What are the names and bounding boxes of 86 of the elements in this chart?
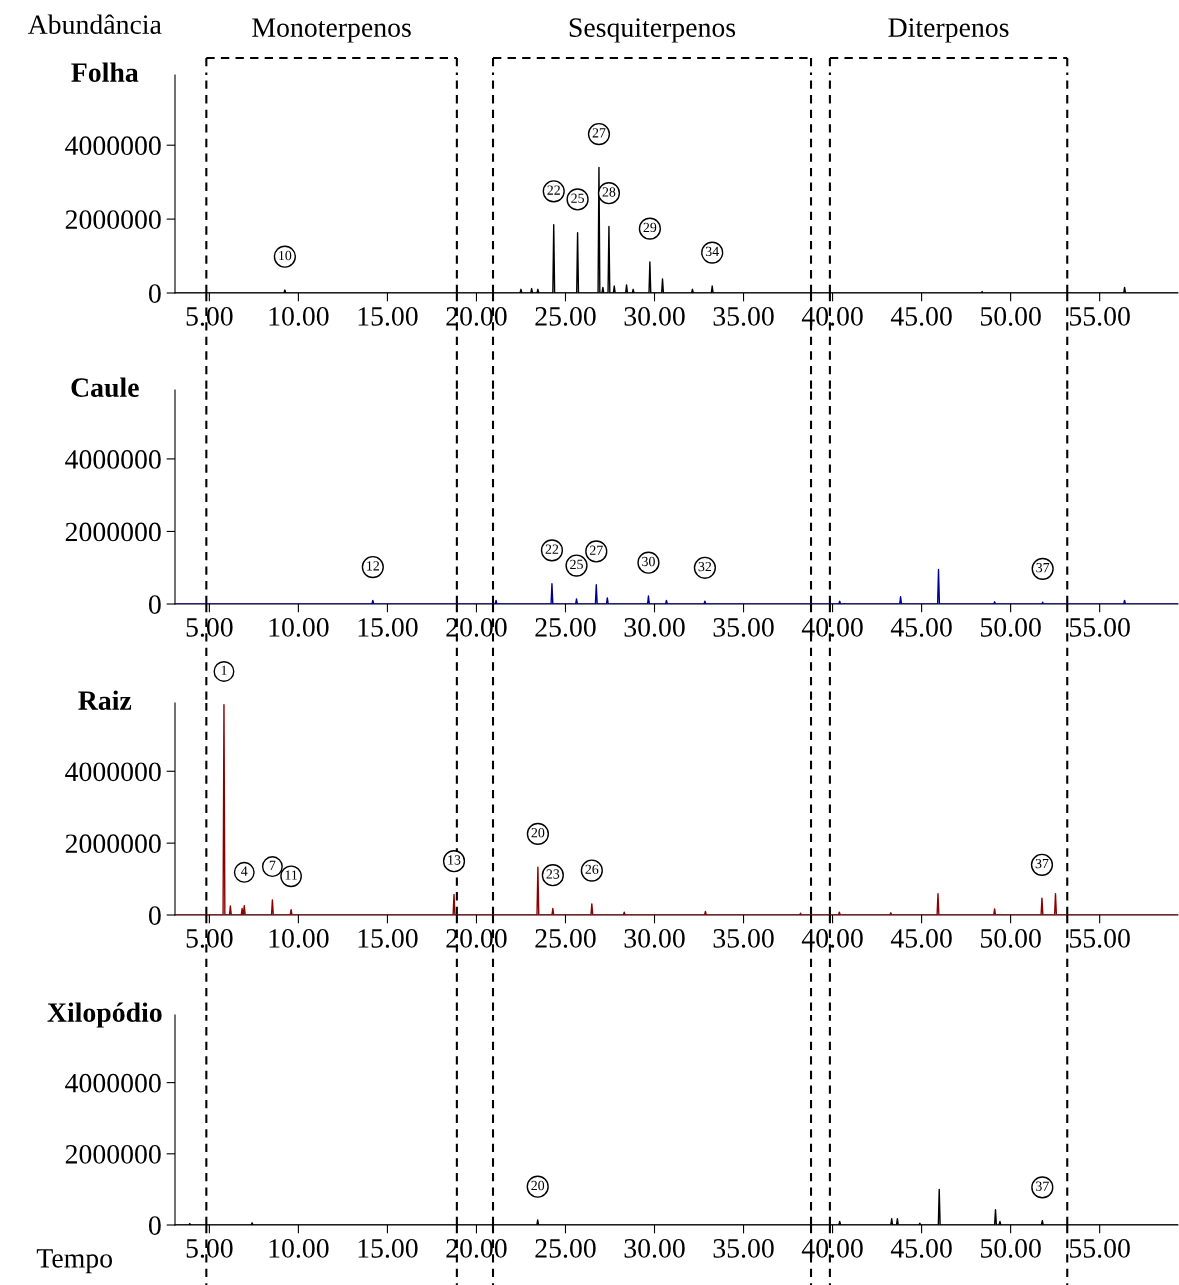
x-tick-label: 15.00 bbox=[358, 618, 418, 637]
x-tick-label: 50.00 bbox=[980, 618, 1041, 637]
annotation: 37 bbox=[1035, 858, 1049, 869]
x-tick-label: 35.00 bbox=[713, 618, 774, 637]
annotation: 27 bbox=[589, 545, 603, 555]
x-tick-label: 45.00 bbox=[890, 929, 952, 948]
text: Monoterpenos bbox=[252, 18, 411, 43]
annotation: 32 bbox=[698, 561, 712, 572]
y-tick-label: 4000000 bbox=[65, 762, 161, 782]
x-tick-label: 10.00 bbox=[269, 1239, 329, 1258]
annotation: 25 bbox=[571, 193, 584, 203]
x-tick-label: 50.00 bbox=[980, 307, 1041, 326]
x-tick-label: 55.00 bbox=[1070, 307, 1130, 326]
annotation: 23 bbox=[546, 869, 560, 879]
x-tick-label: 20.00 bbox=[446, 1239, 507, 1258]
annotation: 37 bbox=[1036, 1181, 1049, 1191]
x-tick-label: 30.00 bbox=[624, 307, 685, 326]
x-tick-label: 15.00 bbox=[358, 307, 418, 326]
x-tick-label: 55.00 bbox=[1070, 929, 1130, 948]
x-tick-label: 30.00 bbox=[624, 618, 685, 637]
x-tick-label: 25.00 bbox=[535, 618, 596, 637]
x-tick-label: 20.00 bbox=[446, 929, 507, 948]
annotation: 20 bbox=[531, 827, 545, 838]
y-tick-label: 0 bbox=[148, 595, 161, 614]
x-tick-label: 30.00 bbox=[624, 929, 685, 948]
x-tick-label: 5.00 bbox=[186, 618, 233, 637]
x-tick-label: 5.00 bbox=[186, 307, 233, 326]
y-tick-label: 2000000 bbox=[65, 834, 161, 854]
annotation: 22 bbox=[545, 544, 559, 554]
text: Diterpenos bbox=[888, 18, 1009, 43]
x-axis-title: Tempo bbox=[36, 1249, 113, 1274]
y-axis-title: Abundância bbox=[27, 14, 162, 34]
annotation: 10 bbox=[279, 250, 292, 261]
annotation: 28 bbox=[602, 187, 616, 197]
annotation: 7 bbox=[269, 860, 276, 870]
chart-title: Raiz bbox=[78, 690, 132, 710]
x-tick-label: 20.00 bbox=[446, 307, 507, 326]
x-tick-label: 50.00 bbox=[980, 929, 1041, 948]
annotation: 29 bbox=[643, 222, 657, 233]
y-tick-label: 4000000 bbox=[65, 136, 161, 156]
y-tick-label: 0 bbox=[148, 284, 161, 303]
y-tick-label: 2000000 bbox=[65, 1144, 161, 1164]
annotation: 25 bbox=[570, 559, 583, 570]
annotation: 13 bbox=[448, 855, 461, 865]
x-tick-label: 10.00 bbox=[269, 307, 329, 326]
x-tick-label: 25.00 bbox=[535, 1239, 596, 1258]
annotation: 37 bbox=[1036, 563, 1050, 573]
y-tick-label: 2000000 bbox=[65, 210, 161, 230]
y-tick-label: 0 bbox=[148, 1216, 161, 1235]
x-tick-label: 20.00 bbox=[446, 618, 507, 637]
x-tick-label: 35.00 bbox=[713, 307, 774, 326]
x-tick-label: 25.00 bbox=[535, 307, 596, 326]
chart-title: Folha bbox=[71, 62, 139, 82]
x-tick-label: 10.00 bbox=[269, 618, 329, 637]
annotation: 26 bbox=[585, 864, 599, 874]
x-tick-label: 50.00 bbox=[980, 1239, 1041, 1258]
x-tick-label: 55.00 bbox=[1070, 1239, 1130, 1258]
y-tick-label: 0 bbox=[148, 906, 161, 925]
annotation: 11 bbox=[285, 870, 297, 880]
y-tick-label: 4000000 bbox=[65, 1073, 161, 1093]
chart-title: Caule bbox=[71, 377, 139, 398]
annotation: 27 bbox=[592, 128, 606, 138]
y-tick-label: 4000000 bbox=[65, 450, 161, 469]
x-tick-label: 35.00 bbox=[713, 1239, 774, 1258]
annotation: 22 bbox=[547, 185, 560, 195]
x-tick-label: 25.00 bbox=[535, 929, 596, 948]
x-tick-label: 35.00 bbox=[713, 929, 774, 948]
annotation: 34 bbox=[705, 246, 719, 257]
y-tick-label: 2000000 bbox=[65, 522, 161, 542]
x-tick-label: 45.00 bbox=[890, 307, 952, 326]
x-tick-label: 45.00 bbox=[890, 618, 952, 637]
annotation: 12 bbox=[367, 561, 379, 571]
annotation: 20 bbox=[531, 1180, 545, 1191]
annotation: 30 bbox=[642, 556, 655, 567]
x-tick-label: 5.00 bbox=[186, 929, 233, 948]
x-tick-label: 15.00 bbox=[358, 929, 418, 948]
annotation: 1 bbox=[221, 665, 227, 675]
text: Sesquiterpenos bbox=[569, 18, 736, 43]
x-tick-label: 45.00 bbox=[890, 1239, 952, 1258]
x-tick-label: 55.00 bbox=[1070, 618, 1130, 637]
x-tick-label: 10.00 bbox=[269, 929, 329, 948]
annotation: 4 bbox=[241, 866, 248, 876]
x-tick-label: 15.00 bbox=[358, 1239, 418, 1258]
x-tick-label: 30.00 bbox=[624, 1239, 685, 1258]
x-tick-label: 5.00 bbox=[186, 1239, 233, 1258]
chart-title: Xilopódio bbox=[47, 1002, 162, 1028]
